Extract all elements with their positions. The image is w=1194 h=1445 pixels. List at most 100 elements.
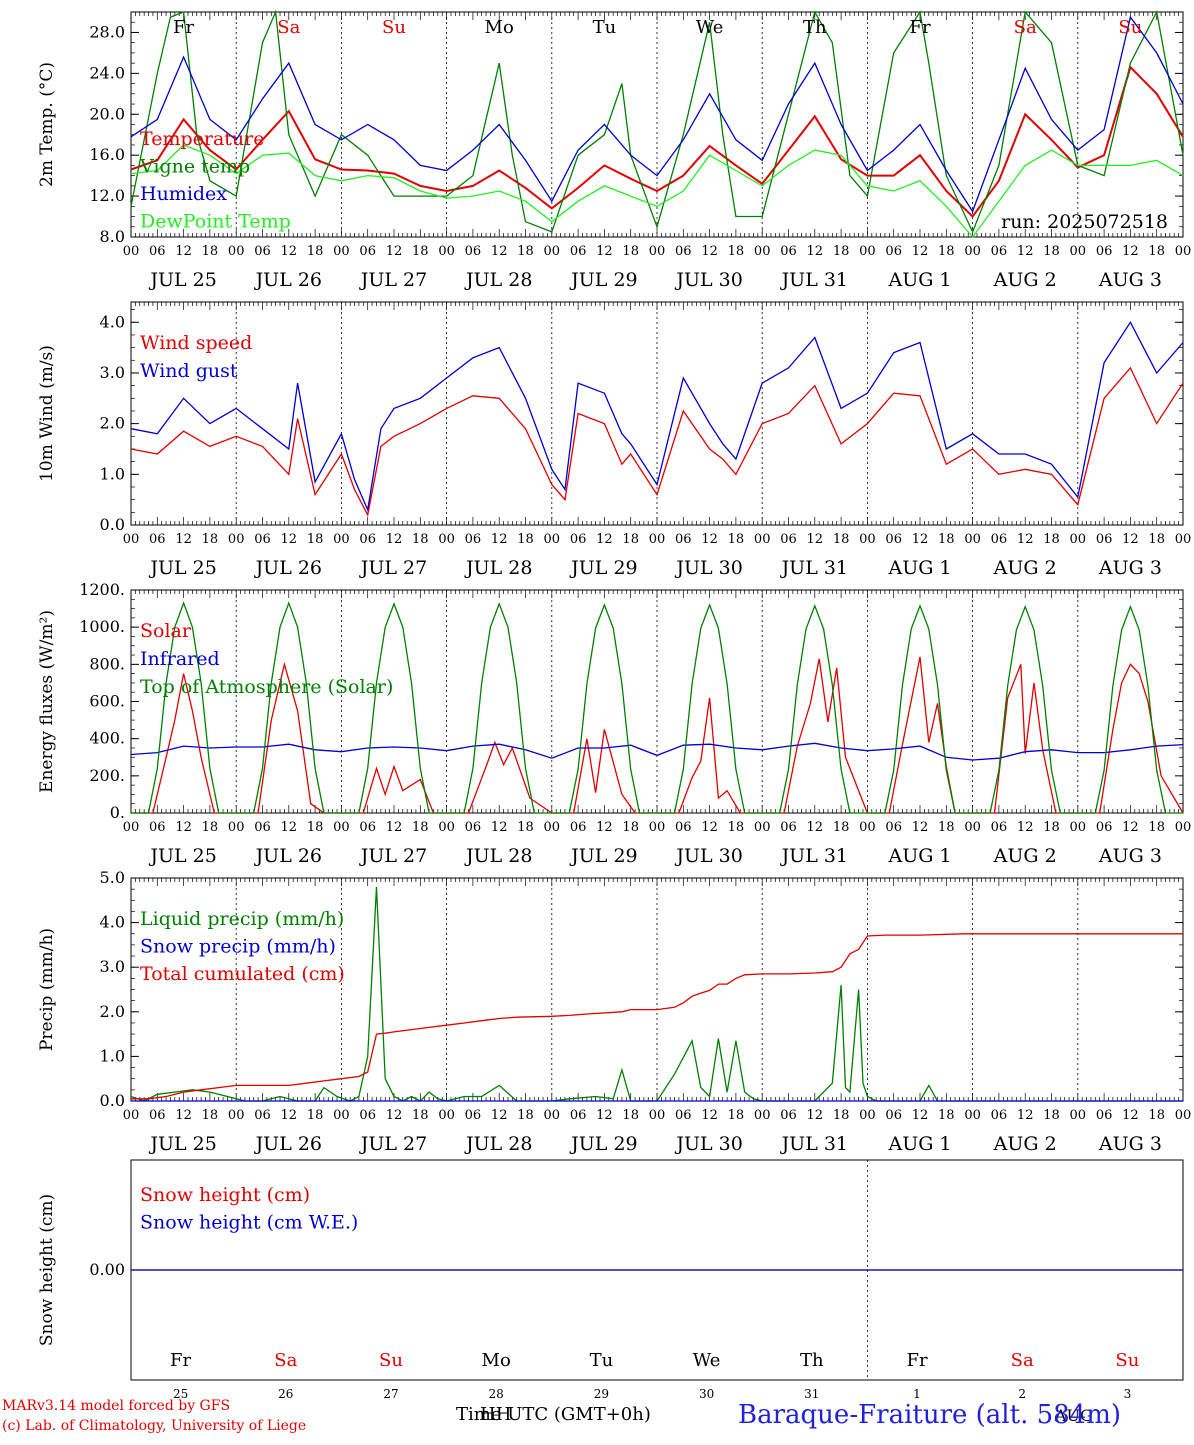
hour-label: 12 (1017, 244, 1034, 259)
series-line (130, 366, 1184, 517)
date-label: JUL 27 (359, 269, 427, 291)
hour-label: 06 (149, 1108, 166, 1123)
date-label: JUL 28 (464, 845, 532, 867)
date-label: JUL 29 (569, 1133, 637, 1155)
hour-label: 00 (123, 1108, 140, 1123)
hour-label: 06 (359, 244, 376, 259)
weekday-label: Su (1115, 1350, 1139, 1371)
weekday-label: Mo (482, 1350, 511, 1371)
weekday-label: Fr (909, 17, 930, 38)
hour-label: 18 (728, 820, 745, 835)
date-label: JUL 28 (464, 269, 532, 291)
y-tick-label: 3.0 (100, 957, 125, 976)
y-tick-label: 200. (89, 766, 125, 785)
date-label: AUG 2 (993, 557, 1057, 579)
date-label: JUL 29 (569, 269, 637, 291)
hour-label: 00 (859, 532, 876, 547)
day-number-label: 28 (489, 1387, 504, 1401)
legend-entry: Liquid precip (mm/h) (140, 908, 344, 930)
date-label: AUG 2 (993, 845, 1057, 867)
hour-label: 00 (333, 532, 350, 547)
date-label: JUL 31 (780, 845, 848, 867)
hour-label: 12 (281, 532, 298, 547)
hour-label: 06 (465, 532, 482, 547)
legend-entry: Infrared (140, 648, 220, 670)
y-tick-label: 3.0 (100, 363, 125, 382)
station-title: Baraque-Fraiture (alt. 584m) (738, 1400, 1122, 1430)
hour-label: 00 (1175, 1108, 1192, 1123)
hour-label: 06 (991, 532, 1008, 547)
y-axis-label: Energy fluxes (W/m²) (37, 610, 57, 793)
hour-label: 00 (438, 820, 455, 835)
time-axis-title: Time UTC (GMT+0h) (456, 1404, 651, 1425)
y-tick-label: 800. (89, 654, 125, 673)
date-label: AUG 1 (887, 1133, 951, 1155)
panel-precip (130, 877, 1184, 1102)
date-label: AUG 3 (1098, 557, 1162, 579)
day-number-label: 31 (804, 1387, 819, 1401)
hour-label: 00 (438, 244, 455, 259)
hour-label: 00 (228, 1108, 245, 1123)
day-number-label: 30 (699, 1387, 714, 1401)
weekday-label: We (696, 17, 724, 38)
hour-label: 12 (386, 532, 403, 547)
hour-label: 12 (807, 820, 824, 835)
hour-label: 06 (780, 1108, 797, 1123)
hour-label: 00 (859, 1108, 876, 1123)
hour-label: 00 (333, 1108, 350, 1123)
y-tick-label: 16.0 (89, 145, 125, 164)
date-label: JUL 28 (464, 1133, 532, 1155)
hour-label: 12 (491, 532, 508, 547)
hour-label: 12 (175, 532, 192, 547)
hour-label: 06 (780, 244, 797, 259)
series-line (130, 886, 1183, 1102)
day-number-label: 26 (278, 1387, 293, 1401)
hour-label: 12 (175, 244, 192, 259)
date-label: JUL 26 (254, 557, 322, 579)
hour-label: 12 (491, 244, 508, 259)
y-axis-label: 10m Wind (m/s) (37, 345, 57, 482)
hour-label: 18 (1148, 244, 1165, 259)
hour-label: 00 (333, 244, 350, 259)
legend-entry: Wind speed (140, 332, 252, 354)
panel-wind (130, 301, 1184, 526)
y-axis-label: Snow height (cm) (37, 1194, 57, 1346)
hour-label: 18 (412, 244, 429, 259)
y-tick-label: 28.0 (89, 22, 125, 41)
hour-label: 18 (307, 1108, 324, 1123)
hour-label: 00 (1175, 820, 1192, 835)
legend-entry: Top of Atmosphere (Solar) (140, 676, 393, 698)
hour-label: 12 (1017, 820, 1034, 835)
hour-label: 06 (1096, 244, 1113, 259)
weekday-label: Tu (593, 17, 617, 38)
panel-energy (130, 589, 1184, 814)
hour-label: 06 (149, 532, 166, 547)
hour-label: 00 (649, 1108, 666, 1123)
y-tick-label: 0. (110, 803, 125, 822)
hour-label: 18 (307, 532, 324, 547)
hour-label: 00 (333, 820, 350, 835)
date-label: JUL 26 (254, 269, 322, 291)
hour-label: 18 (1043, 820, 1060, 835)
hour-label: 00 (649, 820, 666, 835)
hour-label: 06 (149, 820, 166, 835)
series-line (130, 742, 1184, 761)
hour-label: 00 (754, 1108, 771, 1123)
legend-entry: Humidex (140, 183, 227, 205)
series-line (131, 601, 1183, 814)
hour-label: 18 (938, 820, 955, 835)
legend-entry: Wind gust (140, 360, 238, 382)
weekday-label: Th (803, 17, 827, 38)
hour-label: 12 (1122, 244, 1139, 259)
y-tick-label: 2.0 (100, 414, 125, 433)
hour-label: 12 (701, 532, 718, 547)
y-tick-label: 1.0 (100, 1046, 125, 1065)
date-label: AUG 1 (887, 845, 951, 867)
hour-label: 00 (123, 532, 140, 547)
weekday-label: Tu (590, 1350, 614, 1371)
date-label: JUL 30 (674, 557, 742, 579)
hour-label: 12 (596, 1108, 613, 1123)
y-tick-label: 12.0 (89, 186, 125, 205)
date-label: JUL 25 (148, 845, 216, 867)
hour-label: 12 (175, 1108, 192, 1123)
